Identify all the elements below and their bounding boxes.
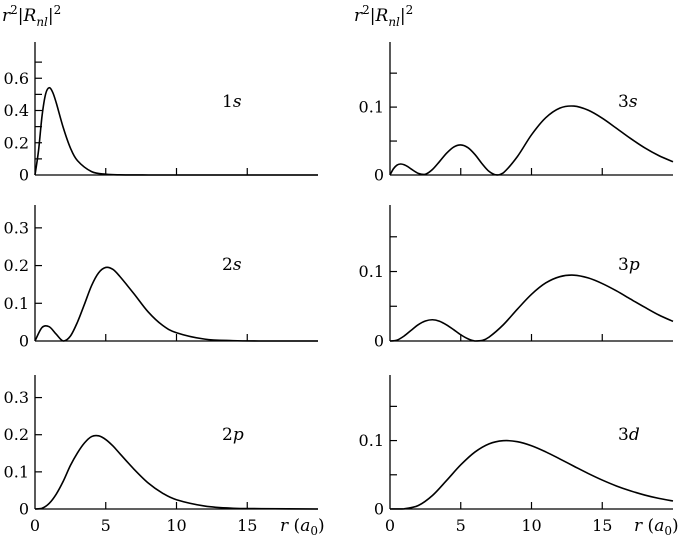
panel-2p: 0 0.1 0.2 0.3 0 5 10 15 2p — [4, 375, 319, 535]
panel-1s: 0 0.2 0.4 0.6 1s — [4, 42, 318, 185]
orbital-label-3d: 3d — [618, 425, 640, 445]
y-tick-label: 0.3 — [4, 388, 29, 407]
orbital-label-3p: 3p — [618, 255, 640, 275]
y-tick-label: 0.3 — [4, 218, 29, 237]
panel-3p: 0 0.1 3p — [359, 205, 674, 351]
left-y-axis-title: r2|Rnl|2 — [2, 3, 61, 29]
x-tick-label: 5 — [456, 516, 466, 535]
x-tick-label: 10 — [166, 516, 186, 535]
series-line-3d — [389, 439, 674, 510]
y-tick-label: 0.1 — [4, 462, 29, 481]
x-axis-title-text: r (a0) — [634, 516, 679, 538]
panel-3s: 0 0.1 3s — [359, 42, 674, 185]
orbital-label-3s: 3s — [618, 92, 638, 112]
y-tick-label: 0 — [374, 332, 384, 351]
series-line-2s — [34, 266, 318, 342]
series-line-2p — [34, 434, 319, 510]
x-tick-label: 0 — [385, 516, 395, 535]
x-tick-label: 0 — [30, 516, 40, 535]
y-tick-label: 0 — [19, 332, 29, 351]
x-tick-label: 15 — [592, 516, 612, 535]
y-tick-label: 0 — [374, 166, 384, 185]
x-axis-titles: r (a0) r (a0) — [280, 516, 679, 538]
series-line-3p — [389, 274, 674, 342]
chart-panels: 0 0.2 0.4 0.6 1s 0 0.1 0.2 0.3 2s 0 0.1 0.2 0.3 0 5 10 15… — [4, 42, 674, 535]
y-axis-title-text: r2|Rnl|2 — [2, 3, 61, 29]
series-line-1s — [34, 86, 318, 176]
orbital-label-1s: 1s — [222, 92, 242, 112]
panel-2s: 0 0.1 0.2 0.3 2s — [4, 205, 318, 351]
y-tick-label: 0.2 — [4, 256, 29, 275]
y-tick-label: 0 — [374, 500, 384, 519]
series-line-3s — [389, 105, 674, 176]
y-tick-label: 0.1 — [359, 431, 384, 450]
y-tick-label: 0.1 — [359, 98, 384, 117]
orbital-label-2p: 2p — [222, 425, 244, 445]
y-tick-label: 0.4 — [4, 101, 29, 120]
right-y-axis-title: r2|Rnl|2 — [354, 3, 413, 29]
y-tick-label: 0 — [19, 500, 29, 519]
x-axis-title-text: r (a0) — [280, 516, 325, 538]
y-axis-title-text: r2|Rnl|2 — [354, 3, 413, 29]
y-tick-label: 0.1 — [4, 294, 29, 313]
panel-3d: 0 0.1 0 5 10 15 3d — [359, 375, 674, 535]
y-tick-label: 0.6 — [4, 69, 29, 88]
y-tick-label: 0.2 — [4, 425, 29, 444]
x-tick-label: 5 — [101, 516, 111, 535]
y-tick-label: 0.1 — [359, 262, 384, 281]
x-tick-label: 15 — [237, 516, 257, 535]
orbital-label-2s: 2s — [222, 255, 242, 275]
x-tick-label: 10 — [521, 516, 541, 535]
y-tick-label: 0 — [19, 166, 29, 185]
y-tick-label: 0.2 — [4, 133, 29, 152]
